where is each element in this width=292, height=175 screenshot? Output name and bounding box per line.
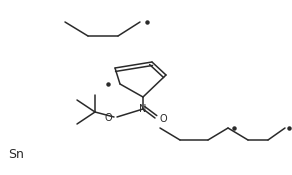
Text: Sn: Sn <box>8 149 24 162</box>
Text: N: N <box>139 104 147 114</box>
Text: O: O <box>160 114 168 124</box>
Text: O: O <box>104 113 112 123</box>
